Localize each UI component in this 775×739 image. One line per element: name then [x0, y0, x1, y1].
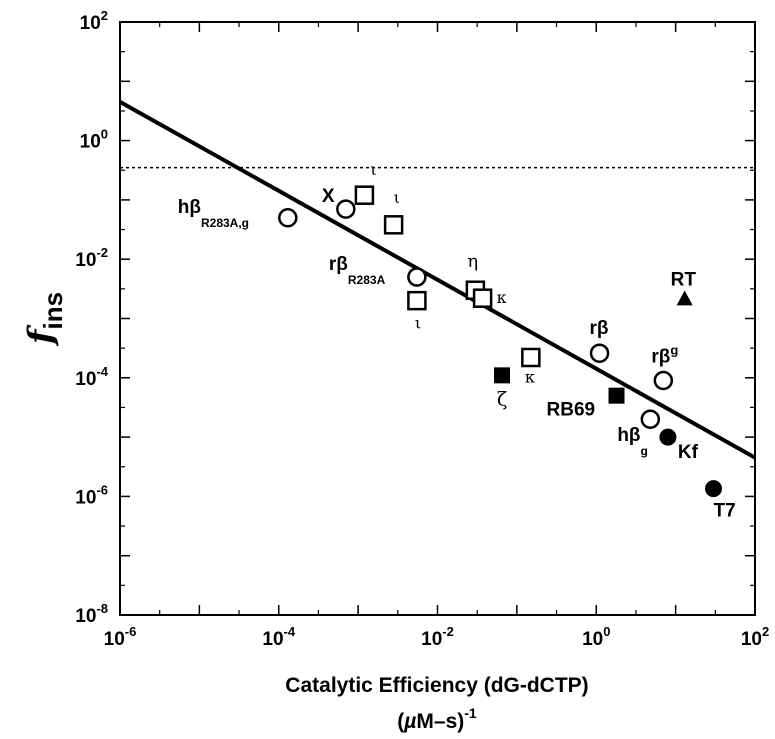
point-filled-circle: [659, 428, 677, 446]
point-open-circle: [653, 370, 674, 391]
point-label: hβR283A,g: [178, 197, 249, 230]
point-label: κ: [497, 288, 507, 307]
x-tick-label: 10-6: [104, 624, 137, 650]
plot-area-border: [119, 21, 756, 616]
point-label: ζ: [497, 388, 507, 410]
point-open-square: [354, 185, 375, 205]
point-open-circle: [278, 208, 298, 228]
point-label: T7: [713, 501, 735, 522]
x-tick-label: 102: [741, 624, 769, 650]
x-axis-title: Catalytic Efficiency (dG-dCTP): [285, 674, 588, 697]
point-open-circle: [336, 199, 356, 219]
x-axis-unit: (µM–s)-1: [397, 705, 477, 733]
point-label: rβR283A: [329, 254, 386, 287]
point-label: ι: [394, 188, 400, 207]
point-filled-square: [608, 387, 625, 404]
plot-frame: [119, 21, 756, 616]
point-filled-circle: [704, 480, 722, 498]
point-filled-triangle: [676, 290, 693, 306]
point-label: RT: [671, 269, 697, 290]
y-axis-title: fins: [21, 292, 68, 346]
data-points: [278, 185, 722, 498]
point-label: RB69: [547, 400, 596, 421]
x-tick-label: 10-2: [421, 624, 454, 650]
y-tick-label: 100: [80, 127, 108, 153]
fit-line: [119, 100, 756, 460]
point-label: η: [467, 251, 478, 272]
point-open-circle: [407, 267, 427, 287]
point-filled-square: [494, 367, 511, 384]
point-open-square: [407, 290, 427, 311]
x-tick-label: 100: [582, 624, 610, 650]
point-label: rβ: [590, 318, 609, 339]
point-label: hβg: [617, 425, 648, 458]
y-tick-label: 10-8: [75, 601, 108, 627]
y-tick-label: 10-6: [75, 482, 108, 508]
point-open-square: [472, 288, 493, 308]
fit-line-group: [119, 100, 756, 460]
point-label: ι: [415, 314, 421, 333]
point-open-circle: [640, 409, 661, 429]
point-label: κ: [525, 367, 535, 386]
point-label: Kf: [678, 442, 699, 463]
axis-labels: Catalytic Efficiency (dG-dCTP) (µM–s)-1 fi…: [21, 292, 589, 733]
y-tick-label: 102: [80, 8, 108, 34]
point-label: X: [322, 186, 335, 207]
point-open-square: [521, 347, 541, 368]
point-open-square: [383, 215, 404, 235]
point-open-circle: [589, 343, 610, 363]
y-tick-label: 10-4: [75, 364, 108, 390]
point-label: rβg: [651, 343, 678, 368]
y-tick-label: 10-2: [75, 245, 108, 271]
x-tick-label: 10-4: [262, 624, 295, 650]
point-label: ι: [370, 160, 376, 179]
